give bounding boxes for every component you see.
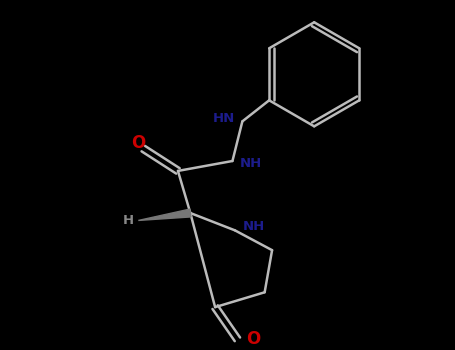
Text: NH: NH bbox=[243, 220, 265, 233]
Text: O: O bbox=[246, 330, 260, 348]
Text: HN: HN bbox=[212, 112, 235, 125]
Polygon shape bbox=[138, 209, 191, 220]
Text: O: O bbox=[131, 134, 146, 152]
Text: H: H bbox=[123, 214, 134, 227]
Text: NH: NH bbox=[240, 157, 263, 170]
